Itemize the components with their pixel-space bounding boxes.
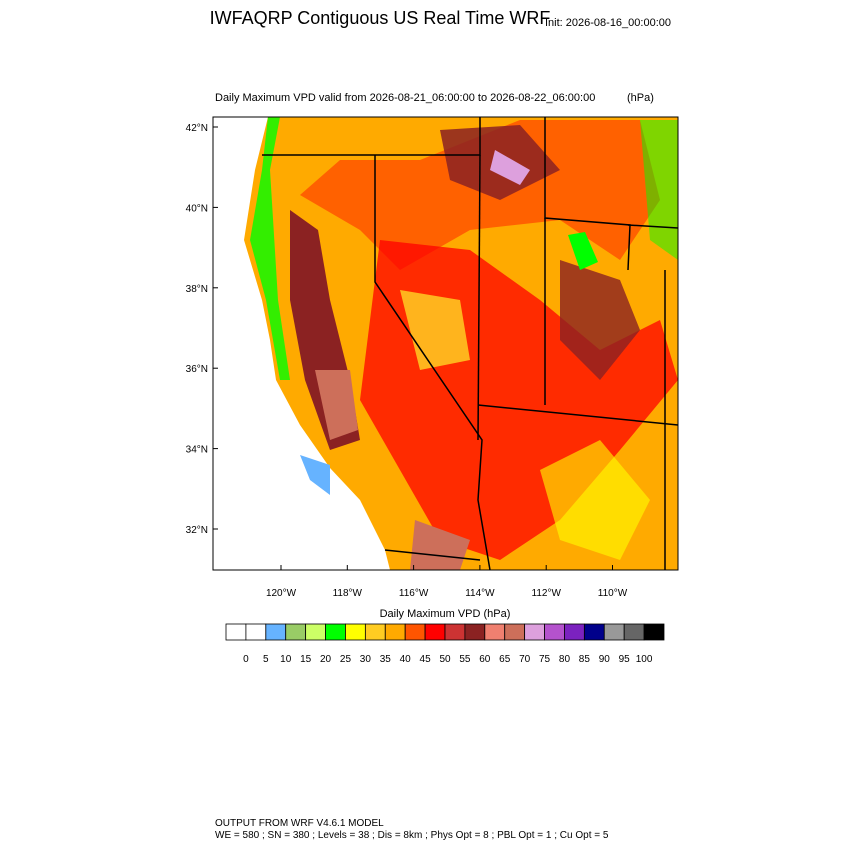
- init-label: Init: 2026-08-16_00:00:00: [545, 17, 671, 29]
- colorbar-box: [305, 623, 326, 641]
- units: (hPa): [627, 92, 654, 104]
- colorbar-label: 75: [539, 654, 551, 665]
- colorbar-label: 15: [300, 654, 312, 665]
- footer-line: OUTPUT FROM WRF V4.6.1 MODEL: [215, 818, 384, 829]
- colorbar-box: [404, 623, 426, 641]
- lon-tick-label: 112°W: [532, 588, 562, 599]
- colorbar-label: 100: [636, 654, 653, 665]
- lat-tick-label: 36°N: [186, 364, 208, 375]
- colorbar-box: [424, 623, 446, 641]
- colorbar-box: [364, 623, 386, 641]
- colorbar-label: 40: [400, 654, 412, 665]
- map-frame: [212, 116, 679, 571]
- colorbar-box: [265, 623, 287, 641]
- lon-tick-label: 110°W: [598, 588, 628, 599]
- lat-tick-label: 40°N: [186, 203, 208, 214]
- subtitle: Daily Maximum VPD valid from 2026-08-21_…: [215, 92, 595, 104]
- colorbar-label: 35: [380, 654, 392, 665]
- colorbar-box: [504, 623, 526, 641]
- colorbar-title: Daily Maximum VPD (hPa): [380, 608, 511, 620]
- colorbar-box: [544, 623, 565, 641]
- colorbar-box: [444, 623, 466, 641]
- colorbar-label: 20: [320, 654, 332, 665]
- colorbar-box: [225, 623, 247, 641]
- lon-tick-label: 114°W: [465, 588, 495, 599]
- colorbar-label: 90: [599, 654, 611, 665]
- colorbar-box: [285, 623, 307, 641]
- colorbar-box: [623, 623, 645, 641]
- vpd-field: [213, 117, 678, 570]
- lat-tick-label: 38°N: [186, 284, 208, 295]
- colorbar-label: 0: [243, 654, 249, 665]
- colorbar-label: 85: [579, 654, 591, 665]
- colorbar-box: [464, 623, 486, 641]
- colorbar-box: [325, 623, 346, 641]
- map-ticks: 42°N 40°N 38°N 36°N 34°N 32°N 120°W 118°W 116°W 1…: [186, 123, 628, 599]
- lon-tick-label: 120°W: [266, 588, 297, 599]
- colorbar-box: [345, 623, 366, 641]
- lat-tick-label: 42°N: [186, 123, 208, 134]
- colorbar-label: 60: [479, 654, 491, 665]
- colorbar-label: 50: [439, 654, 451, 665]
- lon-tick-label: 118°W: [333, 588, 363, 599]
- footer-line: WE = 580 ; SN = 380 ; Levels = 38 ; Dis …: [215, 830, 609, 841]
- colorbar-label: 10: [280, 654, 292, 665]
- colorbar-label: 25: [340, 654, 352, 665]
- colorbar-box: [384, 623, 406, 641]
- colorbar-box: [245, 623, 267, 641]
- lon-tick-label: 116°W: [399, 588, 429, 599]
- colorbar-box: [484, 623, 506, 641]
- colorbar-label: 45: [420, 654, 432, 665]
- lat-tick-label: 34°N: [186, 445, 208, 456]
- colorbar-box: [524, 623, 545, 641]
- colorbar: 0 5 10 15 20 25 30 35 40 45 50 55 60 65 70 75 80 85 90 95 10…: [225, 623, 665, 665]
- colorbar-box: [564, 623, 585, 641]
- title: IWFAQRP Contiguous US Real Time WRF: [210, 8, 551, 28]
- lat-tick-label: 32°N: [186, 525, 208, 536]
- colorbar-label: 30: [360, 654, 372, 665]
- colorbar-box: [603, 623, 625, 641]
- colorbar-box: [643, 623, 665, 641]
- colorbar-label: 80: [559, 654, 571, 665]
- colorbar-box: [583, 623, 605, 641]
- colorbar-label: 5: [263, 654, 269, 665]
- colorbar-label: 55: [459, 654, 471, 665]
- colorbar-label: 95: [619, 654, 631, 665]
- colorbar-label: 65: [499, 654, 511, 665]
- colorbar-label: 70: [519, 654, 531, 665]
